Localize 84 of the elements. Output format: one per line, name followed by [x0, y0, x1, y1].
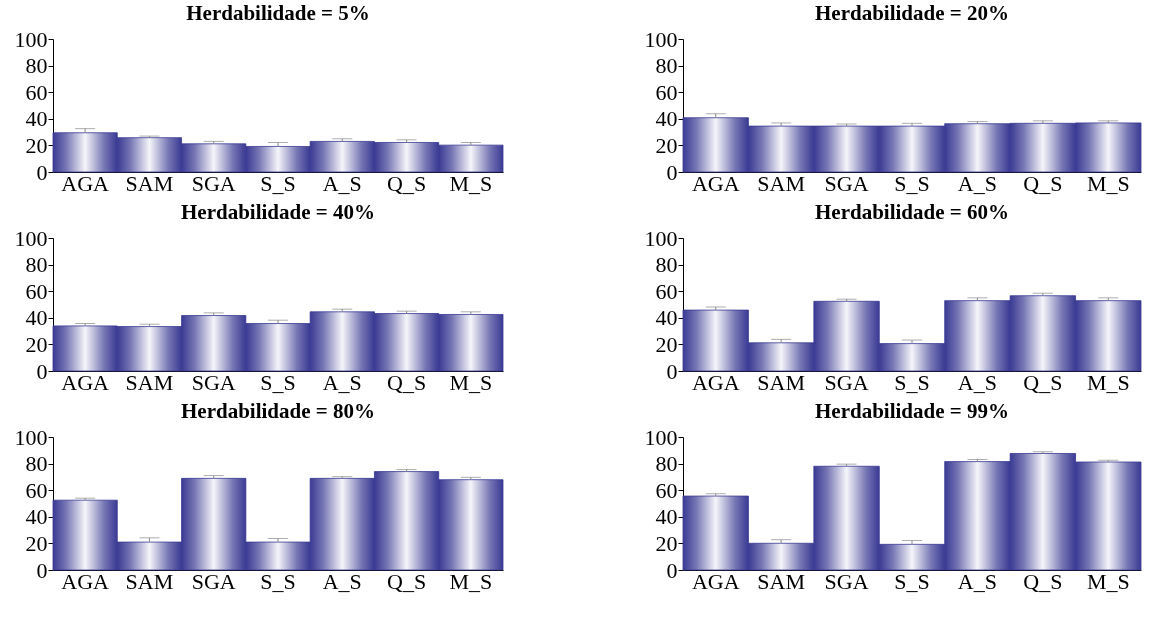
x-tick-label: SAM	[125, 170, 174, 196]
x-tick-label: SAM	[757, 568, 805, 594]
y-tick-label: 60	[655, 477, 678, 503]
y-tick-label: 100	[644, 424, 678, 450]
x-tick-label: Q_S	[387, 568, 427, 594]
x-tick-label: M_S	[1086, 170, 1130, 196]
x-tick-label: SGA	[824, 170, 869, 196]
y-tick-label: 80	[655, 53, 678, 79]
y-tick-label: 40	[25, 504, 48, 530]
x-tick-label: SAM	[757, 170, 805, 196]
x-tick-label: SGA	[191, 170, 236, 196]
y-tick-label: 0	[666, 557, 678, 583]
y-tick-label: 0	[36, 557, 48, 583]
y-tick-label: 60	[655, 278, 678, 304]
y-tick-label: 20	[655, 331, 678, 357]
x-tick-label: SGA	[191, 568, 236, 594]
y-tick-label: 0	[36, 358, 48, 384]
y-tick-label: 20	[25, 331, 48, 357]
x-tick-label: SAM	[757, 369, 805, 395]
x-tick-label: M_S	[1086, 369, 1130, 395]
x-tick-label: Q_S	[1023, 170, 1063, 196]
x-tick-label: S_S	[260, 568, 296, 594]
x-tick-label: AGA	[61, 170, 110, 196]
y-tick-label: 0	[36, 159, 48, 185]
y-tick-label: 80	[25, 252, 48, 278]
chart-title: Herdabilidade = 20%	[815, 1, 1009, 25]
x-tick-label: S_S	[894, 170, 930, 196]
x-tick-label: Q_S	[1023, 369, 1063, 395]
chart-title: Herdabilidade = 5%	[186, 1, 370, 25]
y-tick-label: 100	[644, 225, 678, 251]
chart-title: Herdabilidade = 80%	[181, 399, 375, 423]
y-tick-label: 60	[25, 79, 48, 105]
y-tick-label: 40	[655, 504, 678, 530]
x-tick-label: A_S	[322, 369, 362, 395]
y-tick-label: 0	[666, 358, 678, 384]
x-tick-label: S_S	[260, 170, 296, 196]
y-tick-label: 100	[14, 225, 48, 251]
y-tick-label: 60	[25, 278, 48, 304]
x-tick-label: SAM	[125, 568, 174, 594]
chart-title: Herdabilidade = 99%	[815, 399, 1009, 423]
x-tick-label: M_S	[449, 369, 493, 395]
x-tick-label: SGA	[824, 568, 869, 594]
x-tick-label: S_S	[260, 369, 296, 395]
y-tick-label: 80	[655, 451, 678, 477]
y-tick-label: 80	[25, 53, 48, 79]
chart-title: Herdabilidade = 40%	[181, 200, 375, 224]
x-tick-label: AGA	[691, 568, 740, 594]
x-tick-label: Q_S	[387, 369, 427, 395]
y-tick-label: 20	[25, 530, 48, 556]
y-tick-label: 100	[644, 26, 678, 52]
x-tick-label: S_S	[894, 369, 930, 395]
y-tick-label: 40	[25, 106, 48, 132]
y-tick-label: 20	[655, 530, 678, 556]
x-tick-label: A_S	[322, 170, 362, 196]
x-tick-label: S_S	[894, 568, 930, 594]
x-tick-label: A_S	[957, 369, 997, 395]
x-tick-label: M_S	[449, 170, 493, 196]
y-tick-label: 100	[14, 424, 48, 450]
y-tick-label: 0	[666, 159, 678, 185]
y-tick-label: 20	[655, 132, 678, 158]
x-tick-label: A_S	[957, 170, 997, 196]
x-tick-label: Q_S	[1023, 568, 1063, 594]
y-tick-label: 80	[655, 252, 678, 278]
y-tick-label: 40	[655, 106, 678, 132]
x-tick-label: SGA	[824, 369, 869, 395]
x-tick-label: SGA	[191, 369, 236, 395]
y-tick-label: 40	[25, 305, 48, 331]
y-tick-label: 80	[25, 451, 48, 477]
x-tick-label: AGA	[691, 170, 740, 196]
x-tick-label: M_S	[1086, 568, 1130, 594]
chart-title: Herdabilidade = 60%	[815, 200, 1009, 224]
x-tick-label: Q_S	[387, 170, 427, 196]
y-tick-label: 100	[14, 26, 48, 52]
x-tick-label: AGA	[61, 568, 110, 594]
y-tick-label: 20	[25, 132, 48, 158]
y-tick-label: 60	[25, 477, 48, 503]
y-tick-label: 40	[655, 305, 678, 331]
x-tick-label: AGA	[691, 369, 740, 395]
x-tick-label: A_S	[957, 568, 997, 594]
y-tick-label: 60	[655, 79, 678, 105]
x-tick-label: A_S	[322, 568, 362, 594]
x-tick-label: SAM	[125, 369, 174, 395]
x-tick-label: AGA	[61, 369, 110, 395]
x-tick-label: M_S	[449, 568, 493, 594]
